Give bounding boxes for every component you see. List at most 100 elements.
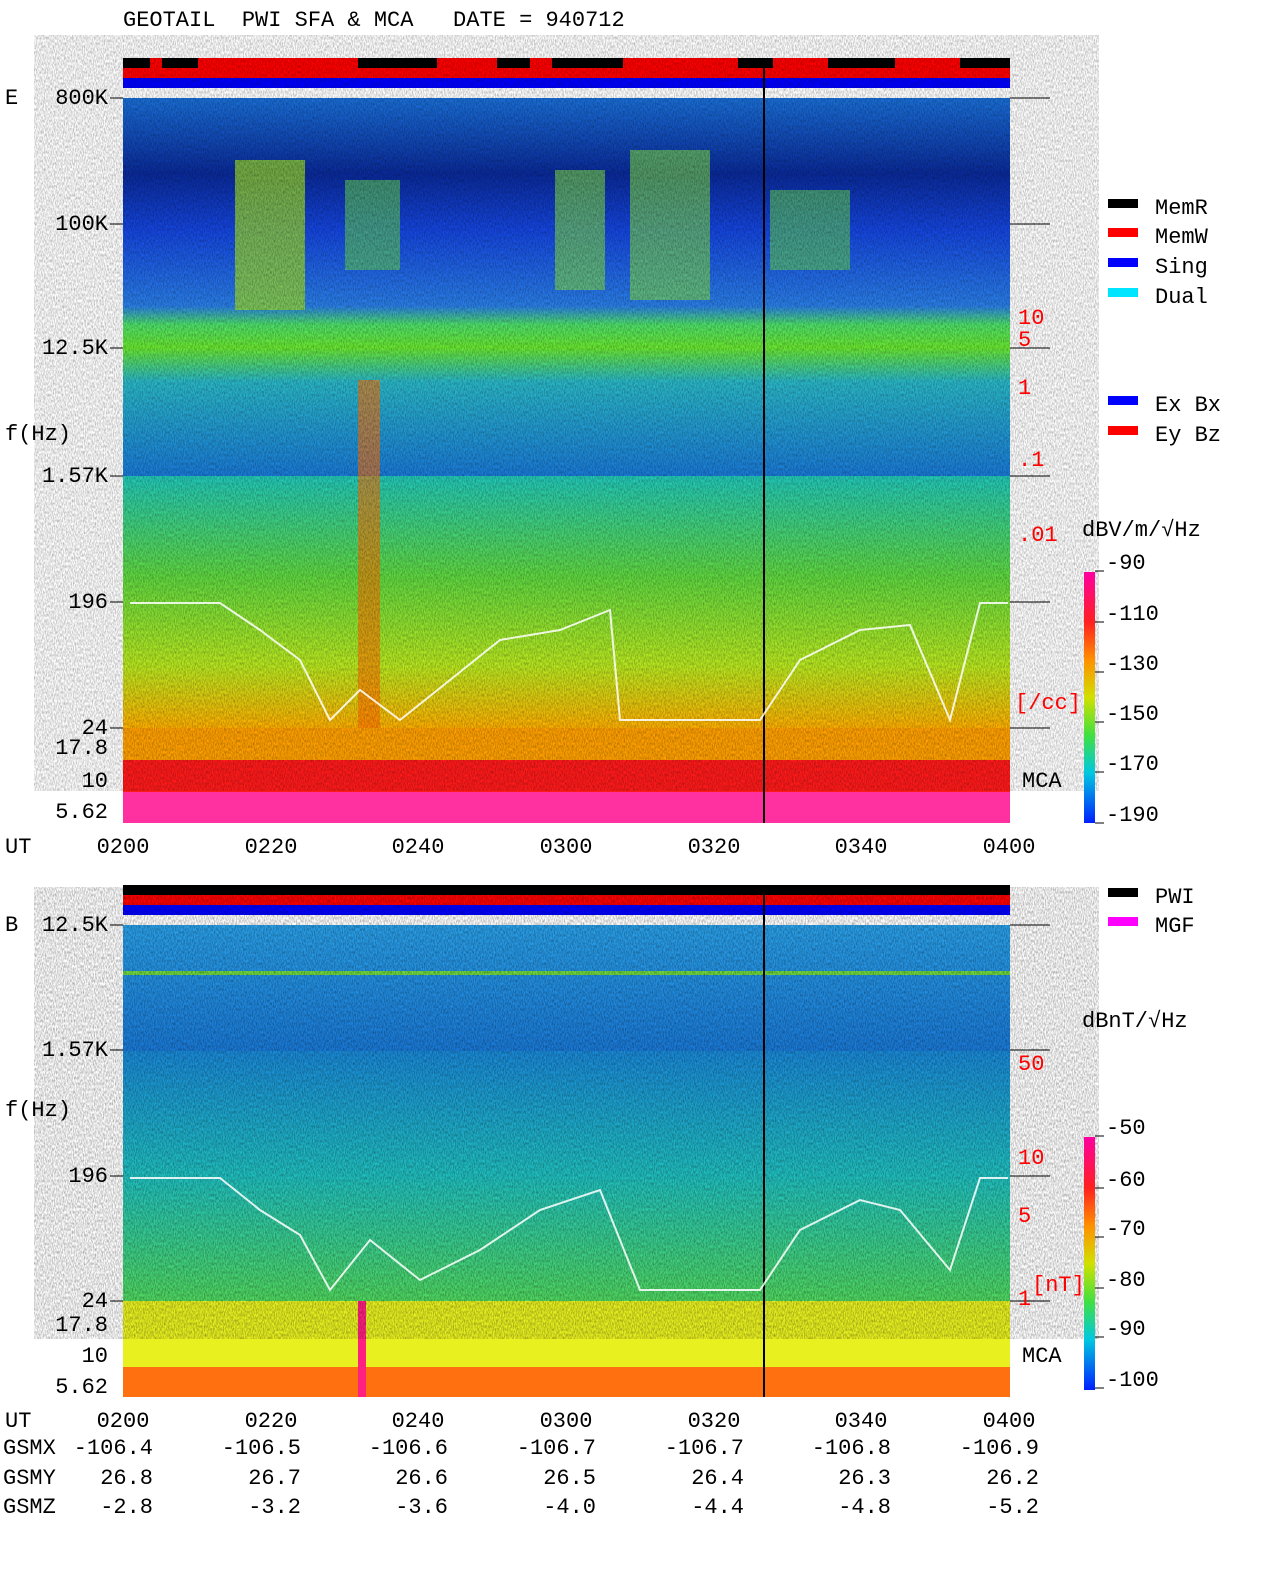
field-label: 1: [1018, 1287, 1031, 1312]
colorbar: [1084, 1137, 1095, 1390]
y-tick-label: 10: [82, 1344, 108, 1369]
y-tick-label: 5.62: [55, 800, 108, 825]
legend-swatch: [1108, 917, 1138, 926]
mca-label: MCA: [1022, 769, 1062, 794]
orbit-value: -4.0: [543, 1495, 596, 1520]
y-tick-label: 24: [82, 1289, 108, 1314]
orbit-value: -4.4: [691, 1495, 744, 1520]
colorbar-label: -90: [1106, 551, 1146, 576]
panel-b-status: [123, 885, 1010, 915]
time-label: 0320: [688, 1409, 741, 1434]
mca-label: MCA: [1022, 1344, 1062, 1369]
legend-swatch: [1108, 258, 1138, 267]
y-tick-label: 5.62: [55, 1375, 108, 1400]
colorbar-label: -130: [1106, 652, 1159, 677]
colorbar: [1084, 572, 1095, 823]
time-label: 0400: [983, 835, 1036, 860]
colorbar-title: dBV/m/√Hz: [1082, 518, 1201, 543]
y-tick-label: 100K: [55, 212, 109, 237]
time-label: 0220: [245, 835, 298, 860]
orbit-value: -4.8: [838, 1495, 891, 1520]
y-tick-label: 800K: [55, 86, 109, 111]
orbit-label: GSMZ: [3, 1495, 56, 1520]
colorbar-label: -100: [1106, 1368, 1159, 1393]
y-axis-label: f(Hz): [5, 1098, 71, 1123]
density-label: 10: [1018, 306, 1044, 331]
orbit-value: 26.8: [100, 1466, 153, 1491]
colorbar-label: -60: [1106, 1168, 1146, 1193]
orbit-value: 26.2: [986, 1466, 1039, 1491]
legend-label: Dual: [1155, 285, 1208, 310]
legend-label: PWI: [1155, 885, 1195, 910]
orbit-value: 26.4: [691, 1466, 744, 1491]
y-tick-label: 12.5K: [42, 913, 109, 938]
y-tick-label: 17.8: [55, 736, 108, 761]
y-tick-label: 12.5K: [42, 336, 109, 361]
orbit-value: 26.5: [543, 1466, 596, 1491]
orbit-label: GSMY: [3, 1466, 56, 1491]
y-tick-label: 24: [82, 716, 108, 741]
time-label: 0340: [835, 835, 888, 860]
density-unit: [/cc]: [1015, 691, 1081, 716]
field-label: 10: [1018, 1146, 1044, 1171]
orbit-value: 26.6: [395, 1466, 448, 1491]
y-tick-label: 1.57K: [42, 1038, 109, 1063]
y-tick-label: 196: [68, 1164, 108, 1189]
panel-label: E: [5, 86, 18, 111]
colorbar-label: -190: [1106, 803, 1159, 828]
field-label: 5: [1018, 1204, 1031, 1229]
legend-swatch: [1108, 396, 1138, 405]
time-label: 0300: [540, 1409, 593, 1434]
time-label: 0240: [392, 1409, 445, 1434]
colorbar-label: -90: [1106, 1317, 1146, 1342]
field-label: 50: [1018, 1052, 1044, 1077]
colorbar-label: -110: [1106, 602, 1159, 627]
ut-label: UT: [5, 835, 31, 860]
legend-label: MemR: [1155, 196, 1208, 221]
title: GEOTAIL PWI SFA & MCA DATE = 940712: [123, 8, 625, 33]
orbit-value: -106.4: [74, 1436, 153, 1461]
ut-label: UT: [5, 1409, 31, 1434]
density-label: .01: [1018, 523, 1058, 548]
legend-swatch: [1108, 199, 1138, 208]
panel-e-status: [123, 58, 1010, 88]
orbit-value: -3.2: [248, 1495, 301, 1520]
legend-swatch: [1108, 888, 1138, 897]
orbit-value: -5.2: [986, 1495, 1039, 1520]
time-label: 0340: [835, 1409, 888, 1434]
legends-and-orbit: MemR MemW Sing Dual Ex Bx Ey Bz PWI MGF GSMX -106…: [3, 196, 1221, 1520]
colorbar-label: -50: [1106, 1116, 1146, 1141]
colorbar-title: dBnT/√Hz: [1082, 1009, 1188, 1034]
legend-label: MGF: [1155, 914, 1195, 939]
colorbar-label: -80: [1106, 1268, 1146, 1293]
orbit-label: GSMX: [3, 1436, 56, 1461]
panel-b-spectrogram: [123, 885, 1010, 1397]
time-label: 0200: [97, 1409, 150, 1434]
y-axis-label: f(Hz): [5, 422, 71, 447]
legend-label: MemW: [1155, 225, 1209, 250]
legend-swatch: [1108, 228, 1138, 237]
legend-swatch: [1108, 426, 1138, 435]
orbit-value: -106.9: [960, 1436, 1039, 1461]
time-label: 0200: [97, 835, 150, 860]
orbit-value: -106.8: [812, 1436, 891, 1461]
y-tick-label: 17.8: [55, 1313, 108, 1338]
orbit-value: 26.3: [838, 1466, 891, 1491]
density-label: 1: [1018, 376, 1031, 401]
density-label: .1: [1018, 448, 1044, 473]
legend-label: Ey Bz: [1155, 423, 1221, 448]
time-label: 0320: [688, 835, 741, 860]
panel-e-axes: 800K100K12.5K1.57K1962417.8105.621051.1.…: [42, 86, 1159, 860]
panel-label: B: [5, 913, 18, 938]
y-tick-label: 196: [68, 590, 108, 615]
field-unit: [nT]: [1032, 1273, 1085, 1298]
time-label: 0400: [983, 1409, 1036, 1434]
time-label: 0220: [245, 1409, 298, 1434]
legend-swatch: [1108, 288, 1138, 297]
time-label: 0240: [392, 835, 445, 860]
orbit-value: -106.7: [517, 1436, 596, 1461]
colorbar-label: -70: [1106, 1217, 1146, 1242]
orbit-value: -106.6: [369, 1436, 448, 1461]
